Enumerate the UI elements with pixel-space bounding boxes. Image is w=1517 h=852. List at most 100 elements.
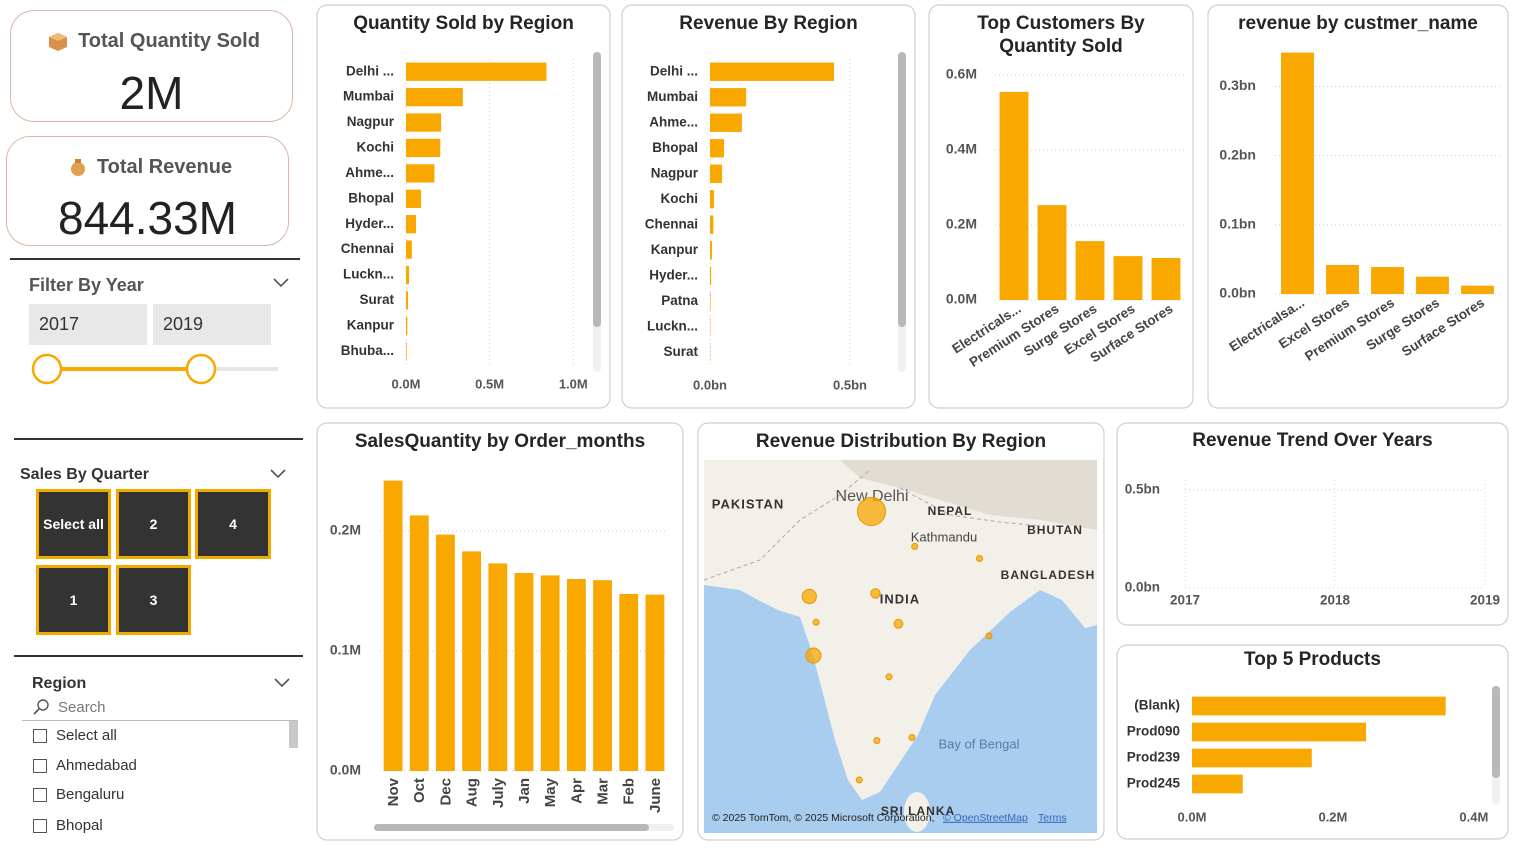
quarter-button[interactable]: 2 <box>116 489 191 559</box>
category-label: Kanpur <box>651 242 699 257</box>
quarter-button[interactable]: 1 <box>36 565 111 635</box>
checkbox[interactable] <box>33 758 47 773</box>
bar <box>710 139 724 158</box>
category-label: (Blank) <box>1134 698 1180 713</box>
quarter-button[interactable]: 3 <box>116 565 191 635</box>
bar <box>488 563 508 771</box>
region-item[interactable]: Select all <box>33 727 117 744</box>
search-box[interactable]: Search <box>58 699 106 716</box>
x-tick-label: July <box>490 777 507 808</box>
y-tick-label: 0.1M <box>330 642 361 658</box>
chart-title: Quantity Sold by Region <box>353 13 574 34</box>
y-tick-label: 0.5bn <box>1125 481 1160 496</box>
x-tick-label: Nov <box>385 777 402 806</box>
chevron[interactable] <box>273 278 289 288</box>
category-label: Surat <box>663 344 698 359</box>
category-label: Luckn... <box>647 318 698 333</box>
checkbox[interactable] <box>33 787 47 802</box>
checkbox[interactable] <box>33 728 47 743</box>
category-label: Luckn... <box>343 267 394 282</box>
bar <box>1037 205 1067 300</box>
bar <box>710 62 835 81</box>
quarter-button[interactable]: 4 <box>195 489 271 559</box>
category-label: Ahme... <box>345 165 394 180</box>
bar <box>1371 267 1404 294</box>
bar <box>383 480 403 771</box>
x-tick-label: 0.5M <box>475 376 504 391</box>
year-slider[interactable] <box>25 350 285 390</box>
bar <box>406 138 441 158</box>
bar <box>710 88 747 107</box>
category-label: Delhi ... <box>650 63 698 78</box>
divider <box>14 655 303 657</box>
checkbox[interactable] <box>33 818 47 833</box>
map-label: Bay of Bengal <box>939 736 1020 751</box>
scroll-thumb[interactable] <box>1492 686 1500 778</box>
category-label: Bhopal <box>348 190 394 205</box>
scroll-thumb[interactable] <box>593 52 601 327</box>
category-label: Kochi <box>356 140 394 155</box>
scrollbar[interactable] <box>289 721 298 748</box>
bar <box>1075 241 1105 300</box>
x-tick-label: June <box>647 778 664 813</box>
bubble <box>985 632 993 640</box>
slicer-title: Filter By Year <box>29 275 144 295</box>
bar <box>406 265 410 285</box>
bar <box>406 240 412 259</box>
scroll-thumb[interactable] <box>374 824 649 831</box>
bubble <box>812 618 820 626</box>
category-label: Mumbai <box>343 89 394 104</box>
bar <box>1326 264 1359 294</box>
quarter-button[interactable]: Select all <box>36 489 111 559</box>
chevron[interactable] <box>270 469 286 479</box>
bar <box>619 594 639 771</box>
bubble <box>870 588 881 599</box>
panel <box>621 4 916 409</box>
panel <box>1207 4 1509 409</box>
bag-icon <box>71 159 85 176</box>
y-tick-label: 0.0bn <box>1125 580 1160 595</box>
item-label: Bengaluru <box>56 786 125 803</box>
chart-title: SalesQuantity by Order_months <box>355 431 645 452</box>
region-item[interactable]: Bengaluru <box>33 786 124 803</box>
x-tick-label: 0.2M <box>1318 809 1347 824</box>
bar <box>566 579 586 771</box>
item-label: Select all <box>56 727 117 744</box>
chevron[interactable] <box>274 678 290 688</box>
year-from[interactable]: 2017 <box>29 304 147 345</box>
bar <box>1192 748 1312 768</box>
category-label: Surat <box>359 292 394 307</box>
item-label: Ahmedabad <box>56 757 137 774</box>
bar <box>406 316 408 336</box>
region-item[interactable]: Ahmedabad <box>33 757 137 774</box>
x-tick-label: May <box>542 777 559 807</box>
y-tick-label: 0.3bn <box>1219 77 1256 93</box>
scroll-thumb[interactable] <box>898 52 906 327</box>
category-label: Bhuba... <box>341 343 394 358</box>
x-tick-label: Jan <box>516 778 533 804</box>
x-tick-label: 2018 <box>1320 593 1351 608</box>
y-tick-label: 0.2M <box>946 216 977 232</box>
map-label: NEPAL <box>928 504 973 518</box>
bubble <box>976 555 984 563</box>
region-item[interactable]: Bhopal <box>33 817 103 834</box>
x-tick-label: 0.0bn <box>693 377 727 392</box>
y-tick-label: 0.0bn <box>1219 285 1256 301</box>
bar <box>593 580 612 771</box>
x-tick-label: 1.0M <box>559 376 588 391</box>
bar <box>406 164 435 183</box>
attribution: © 2025 TomTom, © 2025 Microsoft Corporat… <box>712 812 934 824</box>
category-label: Nagpur <box>347 114 395 129</box>
chart-title: Top 5 Products <box>1244 649 1381 670</box>
year-to[interactable]: 2019 <box>153 304 271 345</box>
bar <box>436 534 455 771</box>
x-tick-label: Aug <box>464 778 481 807</box>
bar <box>710 215 714 234</box>
divider <box>10 258 300 260</box>
y-tick-label: 0.4M <box>946 141 977 157</box>
bar <box>1416 276 1449 294</box>
title-line: Top Customers By <box>977 13 1145 34</box>
divider <box>14 438 303 440</box>
bar <box>1192 774 1243 794</box>
